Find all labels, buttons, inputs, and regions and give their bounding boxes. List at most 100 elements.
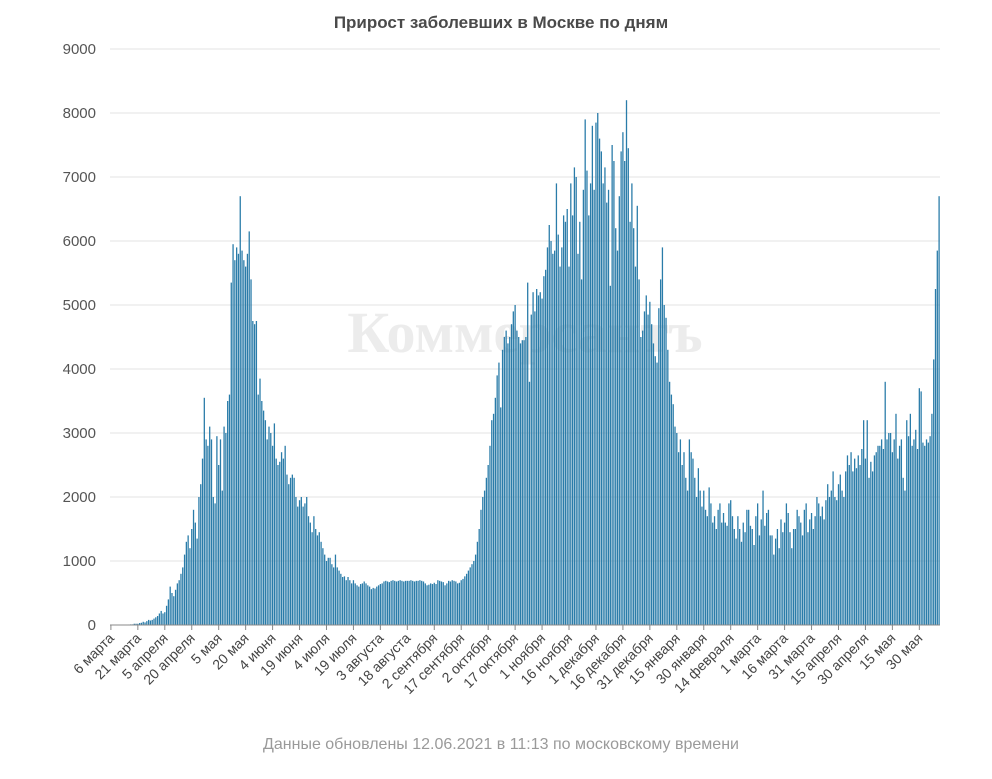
chart-title: Прирост заболевших в Москве по дням — [334, 13, 668, 32]
bar — [742, 522, 744, 625]
bar — [868, 477, 870, 625]
bar — [710, 503, 712, 625]
bar — [295, 497, 297, 625]
bar — [566, 209, 568, 625]
bar — [218, 465, 220, 625]
bar — [187, 535, 189, 625]
bar — [776, 529, 779, 625]
bar — [171, 593, 173, 625]
bar — [446, 583, 448, 625]
bar — [494, 397, 496, 625]
bar — [584, 119, 586, 626]
bar — [800, 522, 802, 625]
bar — [916, 449, 919, 625]
bar — [158, 613, 161, 625]
bar — [787, 513, 789, 625]
bar — [877, 445, 879, 625]
bar — [223, 426, 225, 625]
y-tick-labels: 0 1000 2000 3000 4000 5000 6000 7000 8000 9000 — [63, 41, 96, 634]
bar — [257, 394, 259, 625]
bar — [379, 584, 382, 625]
bar — [156, 616, 159, 625]
bar — [733, 529, 735, 625]
bar — [778, 548, 780, 625]
bar — [810, 513, 813, 625]
bar — [250, 279, 252, 625]
bar — [620, 151, 622, 625]
bar — [248, 231, 250, 625]
bar — [728, 503, 730, 625]
bar — [462, 578, 464, 625]
bar — [830, 490, 832, 625]
bar — [663, 305, 665, 625]
bar — [350, 583, 353, 625]
bar — [390, 580, 392, 625]
bar — [153, 618, 155, 625]
bar — [897, 458, 899, 625]
bar — [377, 585, 380, 625]
bar — [180, 573, 182, 625]
bar — [801, 535, 804, 625]
bar — [933, 359, 935, 625]
bar — [322, 548, 324, 625]
bar — [203, 397, 205, 625]
bar — [638, 279, 640, 625]
bar — [789, 532, 791, 625]
bar — [645, 295, 647, 625]
bar — [658, 308, 660, 625]
bar — [545, 269, 547, 625]
bar — [925, 439, 928, 625]
bar — [394, 580, 396, 625]
bar — [397, 580, 399, 625]
bar — [841, 490, 843, 625]
bar — [586, 170, 588, 625]
bar — [543, 276, 545, 625]
bar — [399, 580, 401, 625]
bar — [719, 503, 721, 625]
bar — [280, 452, 283, 625]
bar — [237, 253, 240, 626]
bar — [931, 413, 933, 625]
bar — [327, 557, 329, 625]
bar — [677, 452, 680, 625]
bar — [774, 538, 777, 625]
bar — [633, 228, 635, 625]
bar — [625, 100, 628, 625]
bar — [889, 433, 892, 625]
bar — [636, 205, 638, 626]
bar — [539, 292, 541, 625]
bar — [386, 581, 389, 625]
bar — [659, 279, 662, 625]
bar — [771, 535, 773, 625]
bar — [562, 215, 565, 625]
bar — [904, 490, 906, 625]
bar — [183, 554, 186, 625]
bar — [270, 433, 272, 625]
bar — [819, 516, 822, 625]
bar — [147, 619, 150, 625]
bar — [374, 588, 376, 625]
bar — [525, 337, 527, 625]
bar — [404, 580, 407, 625]
bar — [692, 458, 694, 625]
bar — [938, 196, 940, 625]
bar — [643, 311, 646, 625]
bar — [726, 525, 728, 625]
bar — [331, 564, 333, 625]
bar — [428, 584, 430, 625]
bar — [507, 343, 509, 625]
bar — [791, 548, 793, 625]
bar — [467, 570, 470, 625]
bar — [261, 401, 263, 625]
bar — [871, 471, 874, 625]
bar — [412, 580, 414, 625]
bar — [514, 305, 516, 625]
bar — [597, 113, 599, 625]
bar — [640, 337, 642, 625]
bar — [178, 580, 180, 625]
bar — [435, 584, 437, 625]
bar — [309, 522, 311, 625]
bar — [735, 538, 737, 625]
bar — [286, 474, 288, 625]
bar — [616, 250, 619, 625]
